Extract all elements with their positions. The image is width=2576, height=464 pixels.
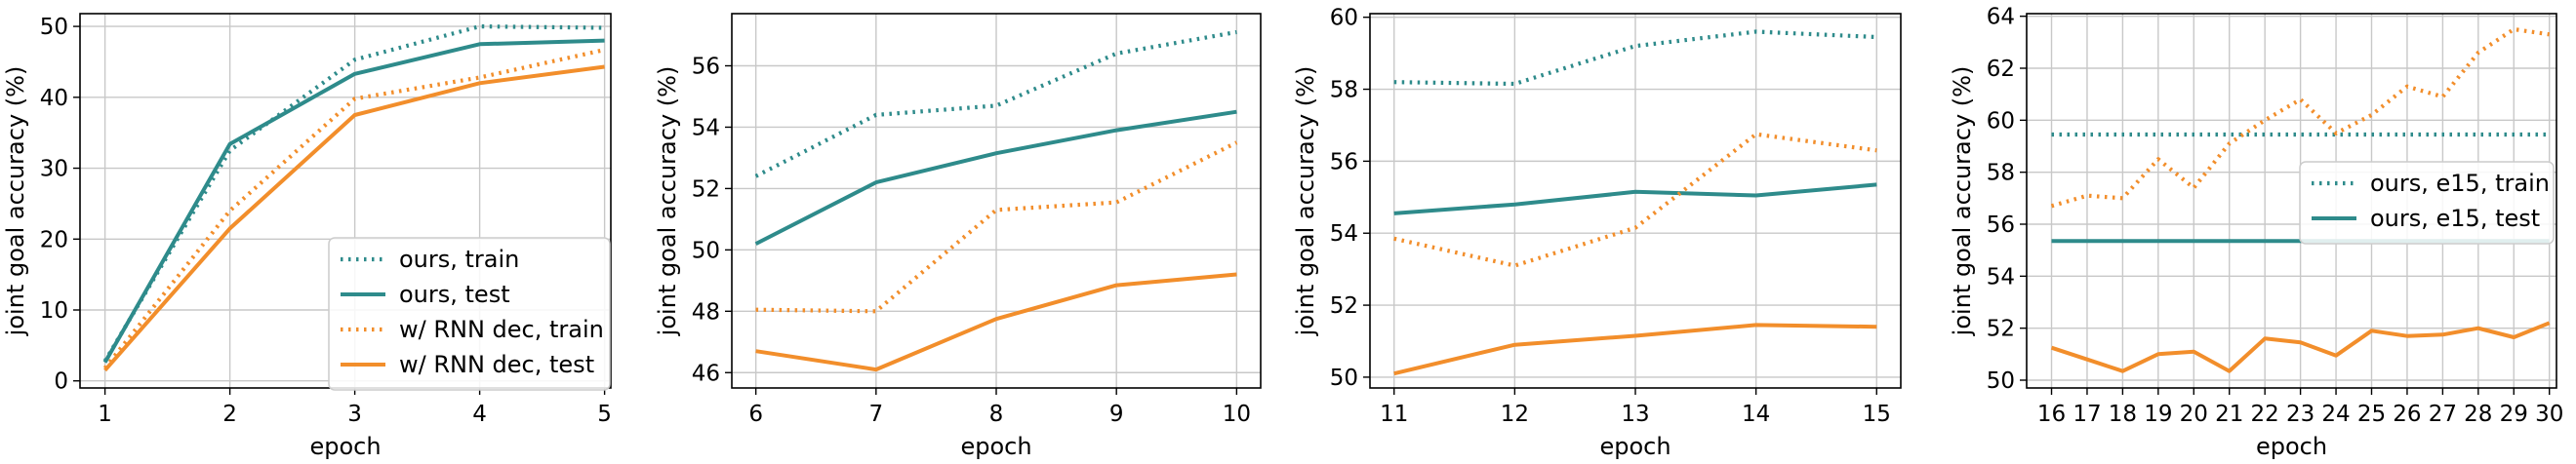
y-tick-label: 60 <box>1987 108 2015 134</box>
x-tick-label: 24 <box>2321 402 2350 427</box>
x-tick-label: 4 <box>472 402 487 427</box>
y-tick-label: 52 <box>1987 317 2015 342</box>
chart-panel-2: 6 7 8 9 10 46 48 50 52 54 56 epoch joint goal accura… <box>654 13 1262 460</box>
x-tick-label: 18 <box>2109 402 2137 427</box>
x-tick-label: 28 <box>2464 402 2492 427</box>
series-line-2 <box>1393 182 1877 215</box>
x-tick-label: 29 <box>2500 402 2528 427</box>
chart-panel-4: 16 17 18 19 20 21 22 23 24 25 26 27 28 29 30 50 52 54 56 58… <box>1949 5 2563 460</box>
series-line-3 <box>1393 132 1877 268</box>
legend-label: w/ RNN dec, test <box>399 351 594 378</box>
legend-box <box>328 237 611 391</box>
x-axis-label: epoch <box>2256 433 2327 460</box>
x-tick-label: 22 <box>2251 402 2279 427</box>
y-tick-label: 48 <box>692 299 720 325</box>
legend-label: ours, train <box>399 246 519 273</box>
y-tick-label: 64 <box>1987 5 2015 30</box>
y-tick-label: 54 <box>1987 264 2015 290</box>
x-tick-label: 9 <box>1109 402 1124 427</box>
y-tick-label: 52 <box>1330 293 1358 319</box>
x-tick-label: 23 <box>2286 402 2314 427</box>
y-tick-label: 54 <box>1330 221 1358 247</box>
x-tick-label: 13 <box>1621 402 1649 427</box>
x-tick-label: 7 <box>868 402 883 427</box>
series-line-2 <box>754 109 1237 246</box>
legend: ours, train ours, test w/ RNN dec, train w/… <box>328 237 611 391</box>
x-tick-label: 15 <box>1863 402 1891 427</box>
x-tick-label: 8 <box>989 402 1004 427</box>
y-axis-label: joint goal accuracy (%) <box>1292 66 1319 337</box>
y-axis-label: joint goal accuracy (%) <box>2 66 29 337</box>
legend-label: w/ RNN dec, train <box>399 316 604 343</box>
series-line-1 <box>1393 29 1877 87</box>
x-tick-label: 19 <box>2144 402 2172 427</box>
y-tick-label: 54 <box>692 115 720 140</box>
series-line-3 <box>102 48 606 369</box>
chart-panel-3: 11 12 13 14 15 50 52 54 56 58 60 epoch joint goal ac… <box>1292 6 1902 460</box>
y-tick-label: 50 <box>1330 366 1358 391</box>
y-tick-label: 46 <box>692 361 720 386</box>
x-tick-label: 26 <box>2393 402 2421 427</box>
y-tick-label: 40 <box>40 86 68 111</box>
x-tick-label: 27 <box>2429 402 2457 427</box>
series-line-1 <box>102 24 605 363</box>
x-tick-label: 10 <box>1223 402 1251 427</box>
y-tick-label: 30 <box>40 157 68 182</box>
y-tick-label: 58 <box>1987 161 2015 186</box>
plot-frame <box>1369 13 1902 389</box>
x-tick-label: 25 <box>2357 402 2386 427</box>
x-tick-label: 17 <box>2073 402 2101 427</box>
x-tick-label: 3 <box>347 402 362 427</box>
x-tick-label: 12 <box>1501 402 1529 427</box>
legend-label: ours, e15, test <box>2370 205 2540 232</box>
x-tick-label: 30 <box>2535 402 2563 427</box>
series-line-4 <box>2050 321 2551 373</box>
y-tick-label: 50 <box>40 15 68 40</box>
y-tick-label: 56 <box>692 55 720 80</box>
x-tick-label: 20 <box>2180 402 2208 427</box>
x-tick-label: 1 <box>98 402 112 427</box>
series-line-4 <box>755 272 1237 372</box>
x-tick-label: 5 <box>597 402 612 427</box>
legend-label: ours, e15, train <box>2370 170 2550 197</box>
x-tick-label: 11 <box>1380 402 1408 427</box>
y-tick-label: 0 <box>54 369 68 395</box>
y-tick-label: 62 <box>1987 57 2015 82</box>
x-axis-label: epoch <box>1599 433 1670 460</box>
series-line-3 <box>755 140 1238 314</box>
y-tick-label: 50 <box>692 238 720 263</box>
x-axis-label: epoch <box>309 433 381 460</box>
y-tick-label: 60 <box>1330 6 1358 31</box>
x-axis-label: epoch <box>960 433 1031 460</box>
series-line-4 <box>103 64 605 372</box>
plot-frame <box>731 13 1262 389</box>
series-line-2 <box>102 38 605 364</box>
x-tick-label: 6 <box>748 402 763 427</box>
y-tick-label: 56 <box>1330 149 1358 174</box>
y-tick-label: 10 <box>40 298 68 324</box>
legend: ours, e15, train ours, e15, test <box>2299 161 2555 245</box>
x-tick-label: 14 <box>1742 402 1770 427</box>
series-line-4 <box>1393 323 1877 376</box>
y-axis-label: joint goal accuracy (%) <box>654 66 681 337</box>
plot-frame <box>2026 13 2557 389</box>
y-tick-label: 58 <box>1330 78 1358 103</box>
y-tick-label: 50 <box>1987 368 2015 394</box>
x-tick-label: 21 <box>2215 402 2243 427</box>
legend-label: ours, test <box>399 281 510 308</box>
legend-box <box>2299 161 2555 245</box>
x-tick-label: 2 <box>222 402 237 427</box>
x-tick-label: 16 <box>2037 402 2066 427</box>
y-tick-label: 56 <box>1987 213 2015 238</box>
y-axis-label: joint goal accuracy (%) <box>1949 66 1976 337</box>
y-tick-label: 20 <box>40 227 68 252</box>
y-tick-label: 52 <box>692 176 720 202</box>
